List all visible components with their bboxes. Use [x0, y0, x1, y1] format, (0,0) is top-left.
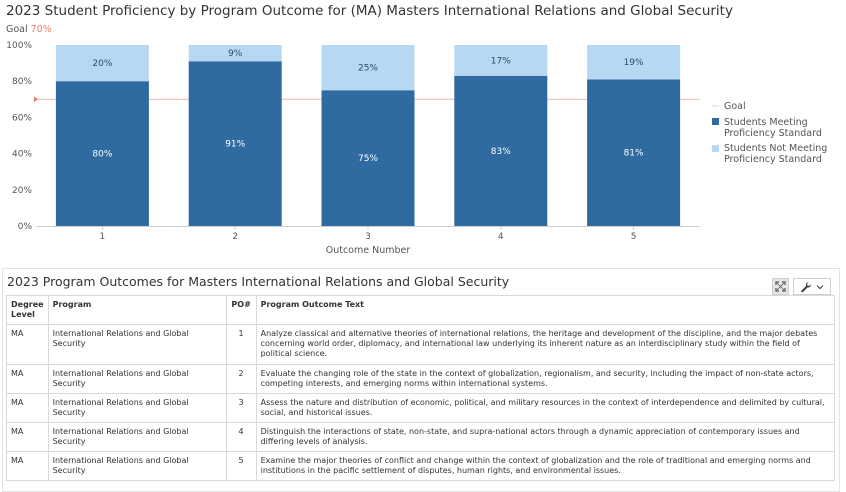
table-row: MA International Relations and Global Se… [6, 393, 836, 423]
x-tick-label: 5 [631, 232, 637, 242]
table-header-row: Degree Level Program PO# Program Outcome… [6, 295, 836, 325]
x-tick-label: 1 [100, 232, 106, 242]
x-tick-label: 4 [498, 232, 504, 242]
bars-group: 80% 20% 91% 9% 75% 25% 83% 17% 81% 19% [55, 45, 681, 226]
header-program[interactable]: Program [47, 295, 227, 325]
legend-not-meeting-swatch[interactable] [712, 145, 719, 152]
bar-meeting-standard[interactable] [587, 79, 681, 226]
y-tick-label: 40% [12, 150, 32, 160]
legend-meeting-label[interactable]: Students Meeting [724, 117, 808, 128]
cell-degree: MA [6, 364, 49, 394]
cell-outcome-text: Distinguish the interactions of state, n… [255, 422, 836, 452]
bar-meeting-standard[interactable] [454, 75, 548, 226]
table-title: 2023 Program Outcomes for Masters Intern… [7, 274, 510, 289]
cell-degree: MA [6, 422, 49, 452]
expand-icon [775, 281, 786, 292]
bar-label-meeting: 75% [358, 154, 378, 164]
bar-not-meeting-standard[interactable] [55, 45, 149, 82]
cell-program: International Relations and Global Secur… [47, 451, 227, 481]
bar-label-meeting: 91% [225, 140, 245, 150]
cell-degree: MA [6, 324, 49, 365]
cell-po: 4 [225, 422, 257, 452]
table-row: MA International Relations and Global Se… [6, 451, 836, 481]
bar-not-meeting-standard[interactable] [321, 45, 415, 91]
bar-label-meeting: 83% [491, 147, 511, 157]
chevron-down-icon [816, 284, 824, 289]
expand-button[interactable] [772, 278, 789, 295]
goal-value: 70% [30, 24, 52, 35]
table-row: MA International Relations and Global Se… [6, 364, 836, 394]
y-tick-label: 0% [18, 222, 33, 232]
bar-label-not-meeting: 17% [491, 56, 511, 66]
tools-menu-button[interactable] [793, 278, 831, 295]
header-degree-level[interactable]: Degree Level [6, 295, 49, 325]
cell-outcome-text: Examine the major theories of conflict a… [255, 451, 836, 481]
cell-degree: MA [6, 393, 49, 423]
outcomes-panel: 2023 Program Outcomes for Masters Intern… [2, 268, 840, 492]
legend-not-meeting-label[interactable]: Students Not Meeting [724, 143, 827, 154]
y-tick-label: 80% [12, 77, 32, 87]
legend-meeting-label[interactable]: Proficiency Standard [724, 128, 822, 139]
cell-program: International Relations and Global Secur… [47, 422, 227, 452]
cell-outcome-text: Assess the nature and distribution of ec… [255, 393, 836, 423]
cell-degree: MA [6, 451, 49, 481]
goal-marker [34, 96, 38, 103]
goal-label: Goal [6, 24, 28, 35]
table-row: MA International Relations and Global Se… [6, 324, 836, 365]
legend-not-meeting-label[interactable]: Proficiency Standard [724, 154, 822, 165]
bar-not-meeting-standard[interactable] [587, 45, 681, 80]
cell-po: 5 [225, 451, 257, 481]
bar-label-not-meeting: 25% [358, 64, 378, 74]
cell-program: International Relations and Global Secur… [47, 324, 227, 365]
cell-po: 3 [225, 393, 257, 423]
header-po-number[interactable]: PO# [225, 295, 257, 325]
bar-meeting-standard[interactable] [55, 81, 149, 226]
bar-meeting-standard[interactable] [188, 61, 282, 226]
cell-po: 1 [225, 324, 257, 365]
x-tick-label: 2 [232, 232, 238, 242]
bar-label-not-meeting: 19% [624, 58, 644, 68]
cell-program: International Relations and Global Secur… [47, 393, 227, 423]
outcomes-table: Degree Level Program PO# Program Outcome… [6, 295, 836, 481]
legend-meeting-swatch[interactable] [712, 118, 719, 125]
y-tick-label: 20% [12, 186, 32, 196]
x-tick-label: 3 [365, 232, 371, 242]
bar-not-meeting-standard[interactable] [188, 45, 282, 62]
bar-label-meeting: 81% [624, 149, 644, 159]
stacked-bar-chart: 0% 20% 40% 60% 80% 100% 80% 20% 91% 9% 75% 25% 83% 1… [6, 41, 827, 256]
table-row: MA International Relations and Global Se… [6, 422, 836, 452]
legend-goal-label[interactable]: Goal [724, 101, 746, 112]
wrench-icon [801, 281, 812, 292]
bar-label-meeting: 80% [92, 150, 112, 160]
bar-label-not-meeting: 9% [228, 49, 243, 59]
cell-outcome-text: Analyze classical and alternative theori… [255, 324, 836, 365]
bar-label-not-meeting: 20% [92, 59, 112, 69]
goal-indicator: Goal 70% [6, 24, 52, 35]
cell-program: International Relations and Global Secur… [47, 364, 227, 394]
chart-title: 2023 Student Proficiency by Program Outc… [6, 3, 733, 19]
cell-outcome-text: Evaluate the changing role of the state … [255, 364, 836, 394]
x-axis-title: Outcome Number [326, 245, 411, 256]
header-outcome-text[interactable]: Program Outcome Text [255, 295, 836, 325]
y-tick-label: 100% [6, 41, 32, 51]
cell-po: 2 [225, 364, 257, 394]
bar-not-meeting-standard[interactable] [454, 45, 548, 76]
x-axis: 1 2 3 4 5 [100, 226, 637, 242]
y-tick-label: 60% [12, 113, 32, 123]
bar-meeting-standard[interactable] [321, 90, 415, 226]
